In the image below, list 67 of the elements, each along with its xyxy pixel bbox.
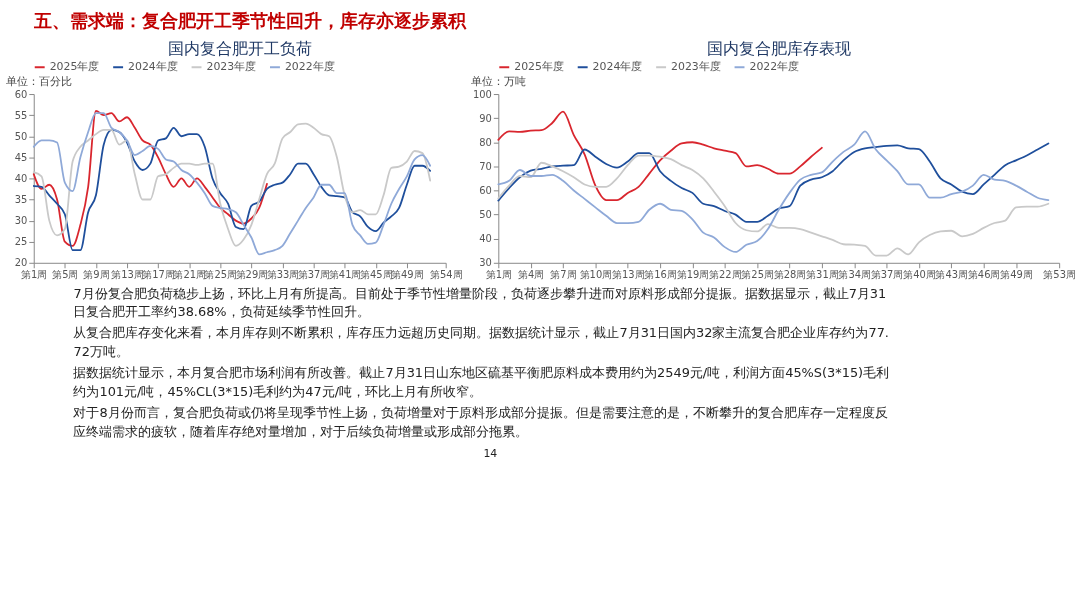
x-tick-label: 第45周 <box>359 269 393 281</box>
x-tick-label: 第49周 <box>1000 269 1033 281</box>
legend-label: 2022年度 <box>749 60 800 74</box>
y-tick-label: 60 <box>479 184 492 196</box>
x-tick-label: 第31周 <box>806 269 839 281</box>
x-tick-label: 第1周 <box>485 269 512 281</box>
x-tick-label: 第22周 <box>709 269 742 281</box>
y-tick-label: 50 <box>14 130 28 142</box>
x-tick-label: 第54周 <box>429 269 463 281</box>
y-tick-label: 55 <box>14 109 28 121</box>
x-tick-label: 第28周 <box>773 269 807 281</box>
y-tick-label: 70 <box>479 160 492 172</box>
y-tick-label: 30 <box>14 215 28 227</box>
line-series <box>497 154 1050 257</box>
legend-label: 2023年度 <box>671 60 721 74</box>
text: 14 <box>483 447 498 461</box>
legend-label: 2025年度 <box>49 60 100 74</box>
x-tick-label: 第9周 <box>83 269 110 281</box>
legend-label: 2025年度 <box>514 60 564 74</box>
y-axis-title: 单位：万吨 <box>471 74 527 88</box>
x-tick-label: 第21周 <box>173 269 206 281</box>
x-tick-label: 第43周 <box>935 269 969 281</box>
y-tick-label: 60 <box>14 88 28 100</box>
y-tick-label: 25 <box>14 236 28 248</box>
y-axis-title: 单位：百分比 <box>6 74 73 88</box>
y-tick-label: 80 <box>479 136 492 148</box>
line-series <box>497 142 1050 223</box>
y-tick-label: 30 <box>479 257 492 269</box>
legend-label: 2024年度 <box>128 60 178 74</box>
y-tick-label: 90 <box>479 112 492 124</box>
y-tick-label: 40 <box>14 172 28 184</box>
text: 对于8月份而言，复合肥负荷或仍将呈现季节性上扬，负荷增量对于原料形成部分提振。但是需要注意的是，不断攀升的复合肥库存一定程度反应终端需求的疲软，随着库存绝对量增加，对于后续负荷增量或形成部分拖累。 <box>73 404 888 439</box>
legend-label: 2023年度 <box>206 60 257 74</box>
chart-title: 国内复合肥开工负荷 <box>167 39 312 59</box>
text: 从复合肥库存变化来看，本月库存则不断累积，库存压力远超历史同期。据数据统计显示，截止7月31日国内32家主流复合肥企业库存约为77.72万吨。 <box>73 325 889 360</box>
y-tick-label: 100 <box>472 88 492 100</box>
x-tick-label: 第1周 <box>21 269 48 281</box>
x-tick-label: 第49周 <box>391 269 424 281</box>
y-tick-label: 35 <box>14 193 28 205</box>
line-series <box>497 130 1050 253</box>
x-tick-label: 第5周 <box>52 269 79 281</box>
y-tick-label: 50 <box>479 209 492 221</box>
y-tick-label: 20 <box>14 257 28 269</box>
legend-label: 2022年度 <box>284 60 335 74</box>
x-tick-label: 第46周 <box>967 269 1001 281</box>
x-tick-label: 第37周 <box>870 269 904 281</box>
x-tick-label: 第13周 <box>111 269 144 281</box>
x-tick-label: 第16周 <box>644 269 677 281</box>
line-series <box>497 110 823 202</box>
line-series <box>32 110 268 247</box>
x-tick-label: 第40周 <box>903 269 936 281</box>
x-tick-label: 第17周 <box>142 269 175 281</box>
text: 五、需求端：复合肥开工季节性回升，库存亦逐步累积 <box>32 9 467 31</box>
text: 据数据统计显示，本月复合肥市场利润有所改善。截止7月31日山东地区硫基平衡肥原料成本费用约为2549元/吨，利润方面45%S(3*15)毛利约为101元/吨，45%CL(3*15)毛利约为47元/吨，环比上月有所收窄。 <box>73 364 890 399</box>
x-tick-label: 第13周 <box>611 269 645 281</box>
x-tick-label: 第19周 <box>676 269 710 281</box>
chart-title: 国内复合肥库存表现 <box>706 39 851 59</box>
x-tick-label: 第34周 <box>838 269 872 281</box>
x-tick-label: 第53周 <box>1043 269 1076 281</box>
x-tick-label: 第10周 <box>579 269 613 281</box>
y-tick-label: 45 <box>14 151 28 163</box>
x-tick-label: 第7周 <box>550 269 577 281</box>
x-tick-label: 第4周 <box>518 269 545 281</box>
y-tick-label: 40 <box>479 233 492 245</box>
text: 7月份复合肥负荷稳步上扬，环比上月有所提高。目前处于季节性增量阶段，负荷逐步攀升进而对原料形成部分提振。据数据显示，截止7月31日复合肥开工率约38.68%，负荷延续季节性回升。 <box>73 285 887 320</box>
x-tick-label: 第25周 <box>741 269 774 281</box>
legend-label: 2024年度 <box>592 60 643 74</box>
